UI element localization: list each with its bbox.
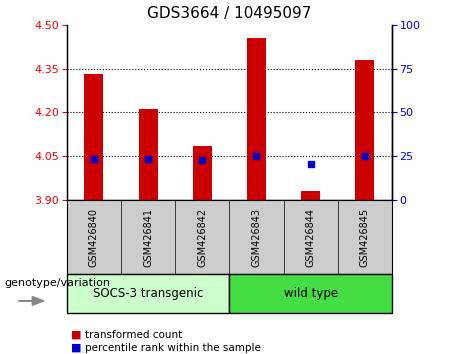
Bar [355,60,374,200]
Bar [139,109,158,200]
Text: GSM426842: GSM426842 [197,207,207,267]
Title: GDS3664 / 10495097: GDS3664 / 10495097 [147,6,312,21]
Text: ■: ■ [71,343,82,353]
Text: percentile rank within the sample: percentile rank within the sample [85,343,261,353]
Text: GSM426845: GSM426845 [360,207,370,267]
Text: GSM426841: GSM426841 [143,208,153,267]
Text: GSM426844: GSM426844 [306,208,316,267]
Text: ■: ■ [71,330,82,339]
Text: genotype/variation: genotype/variation [5,278,111,288]
Text: GSM426843: GSM426843 [251,208,261,267]
Text: SOCS-3 transgenic: SOCS-3 transgenic [93,287,203,300]
Bar [193,146,212,200]
Bar [301,191,320,200]
Bar [84,74,103,200]
Text: transformed count: transformed count [85,330,183,339]
Bar [247,38,266,200]
Text: wild type: wild type [284,287,337,300]
Text: GSM426840: GSM426840 [89,208,99,267]
